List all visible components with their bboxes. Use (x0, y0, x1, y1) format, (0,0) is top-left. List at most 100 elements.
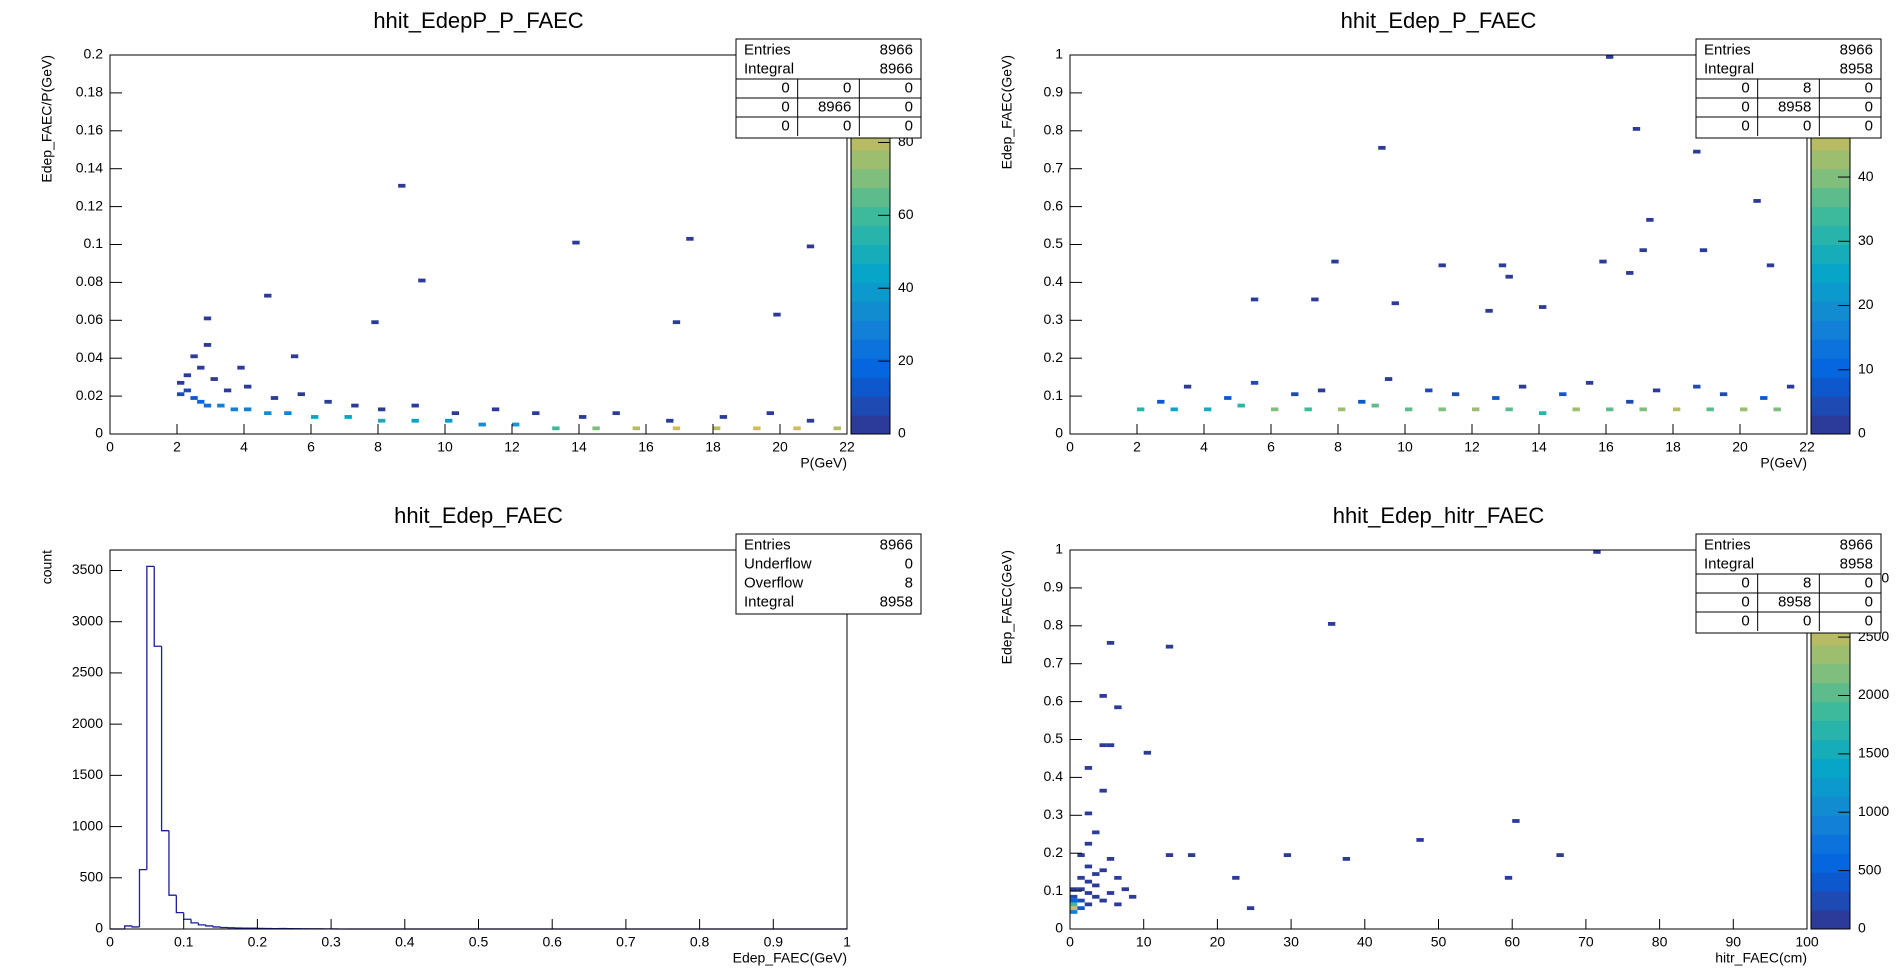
histogram-bin (175, 895, 184, 914)
z-tick-label: 20 (1858, 296, 1874, 312)
heatmap-cell (1250, 380, 1259, 385)
z-tick-label: 30 (1858, 232, 1874, 248)
y-tick-label: 0.3 (1044, 806, 1064, 822)
stats-value: 8958 (1840, 555, 1873, 572)
heatmap-cell (1077, 906, 1085, 911)
heatmap-cell (1099, 694, 1107, 698)
heatmap-cell (411, 403, 419, 408)
histogram-bin (160, 646, 169, 832)
heatmap-cell (1492, 396, 1500, 400)
stats-cell: 0 (1741, 117, 1749, 134)
heatmap-cell (1652, 388, 1661, 393)
heatmap-cell (284, 411, 292, 416)
stats-box: Entries 8966 Integral 8958 0 8 0 0 8958 0 0 0 0 (1695, 38, 1882, 139)
x-tick-label: 8 (1334, 439, 1342, 455)
heatmap-cell (1084, 811, 1093, 816)
y-tick-label: 0.4 (1044, 273, 1064, 289)
stats-cell: 0 (781, 79, 789, 96)
x-tick-label: 6 (1267, 439, 1275, 455)
palette-step (1811, 225, 1850, 245)
y-tick-label: 0.04 (76, 349, 103, 365)
y-axis-label: Edep_FAEC/P(GeV) (39, 55, 55, 183)
heatmap-cell (1416, 838, 1424, 842)
heatmap-cell (1632, 127, 1641, 131)
z-tick-label: 0 (898, 425, 906, 441)
x-tick-label: 0.5 (469, 934, 489, 950)
y-axis-label: count (39, 550, 55, 584)
stats-cell: 0 (1865, 79, 1873, 96)
palette-step (1811, 853, 1850, 873)
palette-step (1811, 777, 1850, 797)
stats-label: Entries (1704, 41, 1751, 58)
heatmap-cell (1084, 864, 1093, 869)
z-tick-label: 2000 (1858, 686, 1889, 702)
heatmap-cell (1165, 853, 1174, 857)
x-tick-label: 40 (1357, 934, 1373, 950)
y-axis-label: Edep_FAEC(GeV) (999, 55, 1015, 169)
heatmap-cell (1092, 872, 1100, 876)
heatmap-cell (1099, 898, 1107, 903)
stats-cell: 0 (1865, 612, 1873, 629)
z-tick-label: 0 (1858, 920, 1866, 936)
heatmap-cell (666, 418, 674, 423)
y-tick-label: 2000 (72, 715, 103, 731)
x-tick-label: 14 (1531, 439, 1547, 455)
palette-step (851, 339, 890, 359)
palette-step (1811, 910, 1850, 930)
x-tick-label: 0.2 (248, 934, 268, 950)
heatmap-cell (1593, 550, 1601, 554)
x-tick-label: 80 (1652, 934, 1668, 950)
heatmap-cell (230, 407, 238, 412)
palette-step (1811, 644, 1850, 665)
palette-step (1811, 834, 1850, 854)
stats-cell: 8 (1803, 79, 1811, 96)
palette-step (851, 358, 890, 378)
x-tick-label: 0.4 (395, 934, 415, 950)
histogram-bin (124, 925, 133, 929)
heatmap-cell (183, 373, 192, 378)
heatmap-cell (1766, 263, 1775, 268)
x-tick-label: 6 (307, 439, 315, 455)
x-tick-label: 20 (772, 439, 788, 455)
palette-step (851, 206, 890, 227)
palette-step (1811, 149, 1850, 170)
x-tick-label: 50 (1431, 934, 1447, 950)
stats-cell: 0 (781, 98, 789, 115)
y-tick-label: 3000 (72, 612, 103, 628)
heatmap-cell (244, 407, 252, 412)
heatmap-cell (1224, 396, 1232, 400)
heatmap-cell (719, 415, 728, 419)
heatmap-cell (1099, 788, 1107, 793)
y-tick-label: 2500 (72, 664, 103, 680)
palette-step (1811, 872, 1850, 892)
heatmap-cell (1092, 894, 1100, 899)
palette-step (851, 415, 890, 435)
heatmap-cell (445, 418, 453, 423)
heatmap-cell (378, 407, 386, 412)
heatmap-cell (311, 415, 319, 419)
heatmap-cell (572, 240, 580, 245)
heatmap-cell (1114, 902, 1122, 907)
chart-pad: hhit_EdepP_P_FAEC02040608010002468101214… (39, 8, 922, 471)
histogram-bin (146, 565, 155, 870)
palette-step (851, 396, 890, 416)
palette-step (1811, 168, 1850, 189)
y-tick-label: 0.5 (1044, 730, 1064, 746)
heatmap-cell (210, 377, 218, 381)
heatmap-cell (478, 422, 486, 427)
heatmap-cell (713, 426, 721, 431)
x-tick-label: 4 (1200, 439, 1208, 455)
heatmap-cell (1157, 399, 1165, 404)
y-tick-label: 0.8 (1044, 122, 1064, 138)
y-tick-label: 0.1 (1044, 882, 1064, 898)
stats-box: Entries 8966 Integral 8966 0 0 0 0 8966 0 0 0 0 (735, 38, 922, 139)
heatmap-cell (1485, 308, 1493, 313)
palette-step (1811, 891, 1850, 911)
x-tick-label: 18 (705, 439, 721, 455)
stats-cell: 8958 (1778, 593, 1811, 610)
heatmap-cell (1371, 403, 1379, 408)
chart-pad: hhit_Edep_hitr_FAEC050010001500200025003… (999, 503, 1890, 966)
palette-step (851, 377, 890, 397)
x-tick-label: 30 (1283, 934, 1299, 950)
